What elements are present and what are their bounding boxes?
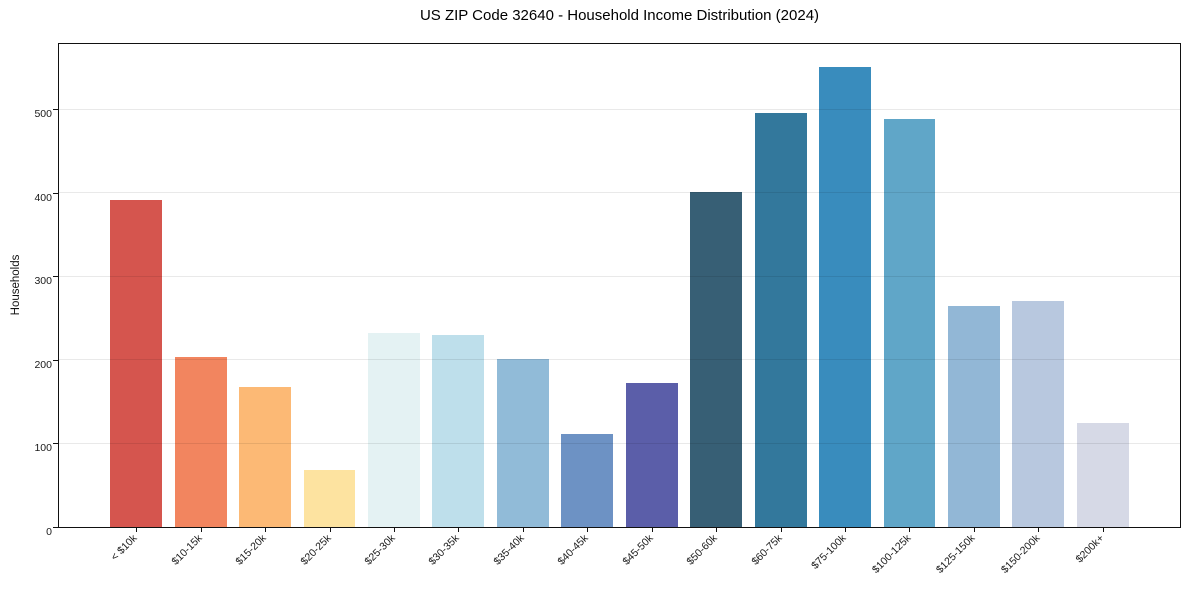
- x-tick-label: $15-20k: [233, 532, 269, 568]
- bar-slot: [942, 44, 1006, 527]
- bar: [368, 333, 420, 527]
- x-tick-mark: [522, 527, 524, 532]
- y-tick-label: 500: [34, 107, 52, 120]
- bar: [110, 200, 163, 527]
- y-tick-mark: [53, 192, 58, 194]
- bar: [625, 383, 678, 527]
- bar-slot: [297, 44, 361, 527]
- x-tick-label: $150-200k: [998, 532, 1043, 576]
- x-tick-label: $75-100k: [809, 532, 849, 572]
- x-tick-mark: [393, 527, 395, 532]
- y-tick-label: 0: [46, 525, 52, 538]
- x-tick-mark: [587, 527, 589, 532]
- bar-slot: [233, 44, 297, 527]
- y-tick-row: 400: [0, 191, 52, 211]
- bar-slot: [104, 44, 168, 527]
- x-tick-mark: [1038, 527, 1040, 532]
- x-tick-mark: [1102, 527, 1104, 532]
- bar-slot: [684, 44, 748, 527]
- x-tick-mark: [136, 527, 138, 532]
- x-tick-label: $40-45k: [555, 532, 592, 568]
- x-tick-label: $100-125k: [869, 532, 914, 576]
- bar-slot: [620, 44, 684, 527]
- y-tick-mark: [53, 443, 58, 445]
- x-tick-label: < $10k: [109, 532, 140, 564]
- bar-slot: [555, 44, 619, 527]
- x-tick-mark: [780, 527, 782, 532]
- y-tick-mark: [53, 359, 58, 361]
- bar-slot: [1071, 44, 1135, 527]
- bar: [819, 66, 871, 527]
- x-tick-label: $35-40k: [491, 532, 527, 568]
- plot-area: [58, 43, 1181, 528]
- bar: [883, 119, 936, 527]
- bar: [432, 334, 485, 527]
- bar: [496, 359, 549, 527]
- x-tick-mark: [200, 527, 202, 532]
- bar: [754, 113, 807, 527]
- x-tick-label: $10-15k: [169, 532, 205, 568]
- x-tick-label: $60-75k: [749, 532, 785, 568]
- y-tick-mark: [53, 276, 58, 278]
- x-tick-label: $20-25k: [297, 532, 334, 568]
- y-tick-row: 500: [0, 109, 52, 127]
- x-tick-mark: [909, 527, 911, 532]
- x-tick-label: $25-30k: [362, 532, 398, 568]
- x-tick-label: $125-150k: [934, 532, 978, 576]
- bar: [174, 356, 227, 527]
- bar: [947, 305, 1000, 527]
- bar: [690, 191, 743, 527]
- x-tick-mark: [458, 527, 460, 532]
- bar: [561, 434, 614, 527]
- x-tick-mark: [973, 527, 975, 532]
- y-tick-mark: [53, 527, 58, 528]
- chart-title: US ZIP Code 32640 - Household Income Dis…: [419, 7, 820, 24]
- bar-slot: [362, 44, 426, 527]
- bars-row: [59, 44, 1180, 527]
- y-tick-row: 100: [0, 443, 52, 461]
- bar-slot: [426, 44, 490, 527]
- bar-slot: [813, 44, 877, 527]
- bar-slot: [877, 44, 941, 527]
- bar: [1076, 423, 1129, 527]
- bar: [303, 470, 356, 527]
- x-tick-label: $45-50k: [620, 532, 656, 568]
- bar-slot: [1006, 44, 1070, 527]
- y-tick-row: 200: [0, 360, 52, 378]
- y-tick-label: 200: [34, 358, 52, 371]
- x-tick-mark: [265, 527, 267, 532]
- bar-slot: [491, 44, 555, 527]
- bar-slot: [168, 44, 232, 527]
- x-tick-label: $30-35k: [426, 532, 463, 568]
- y-tick-mark: [53, 109, 58, 111]
- y-tick-row: 300: [0, 276, 52, 294]
- x-tick-mark: [716, 527, 718, 532]
- x-tick-mark: [845, 527, 847, 532]
- x-axis-labels: < $10k $10-15k $15-20k $20-25k $25-30k $30-35…: [59, 531, 1180, 589]
- x-tick-mark: [329, 527, 331, 532]
- y-tick-label: 300: [34, 275, 52, 288]
- y-tick-label: 100: [34, 442, 52, 455]
- bar: [1012, 300, 1065, 527]
- y-tick-label: 400: [34, 191, 52, 204]
- bar-slot: [748, 44, 812, 527]
- x-tick-label: $50-60k: [684, 532, 720, 568]
- x-tick-label: $200k+: [1073, 532, 1107, 566]
- bar: [239, 387, 292, 527]
- x-tick-mark: [651, 527, 653, 532]
- y-tick-row: 0: [0, 527, 52, 545]
